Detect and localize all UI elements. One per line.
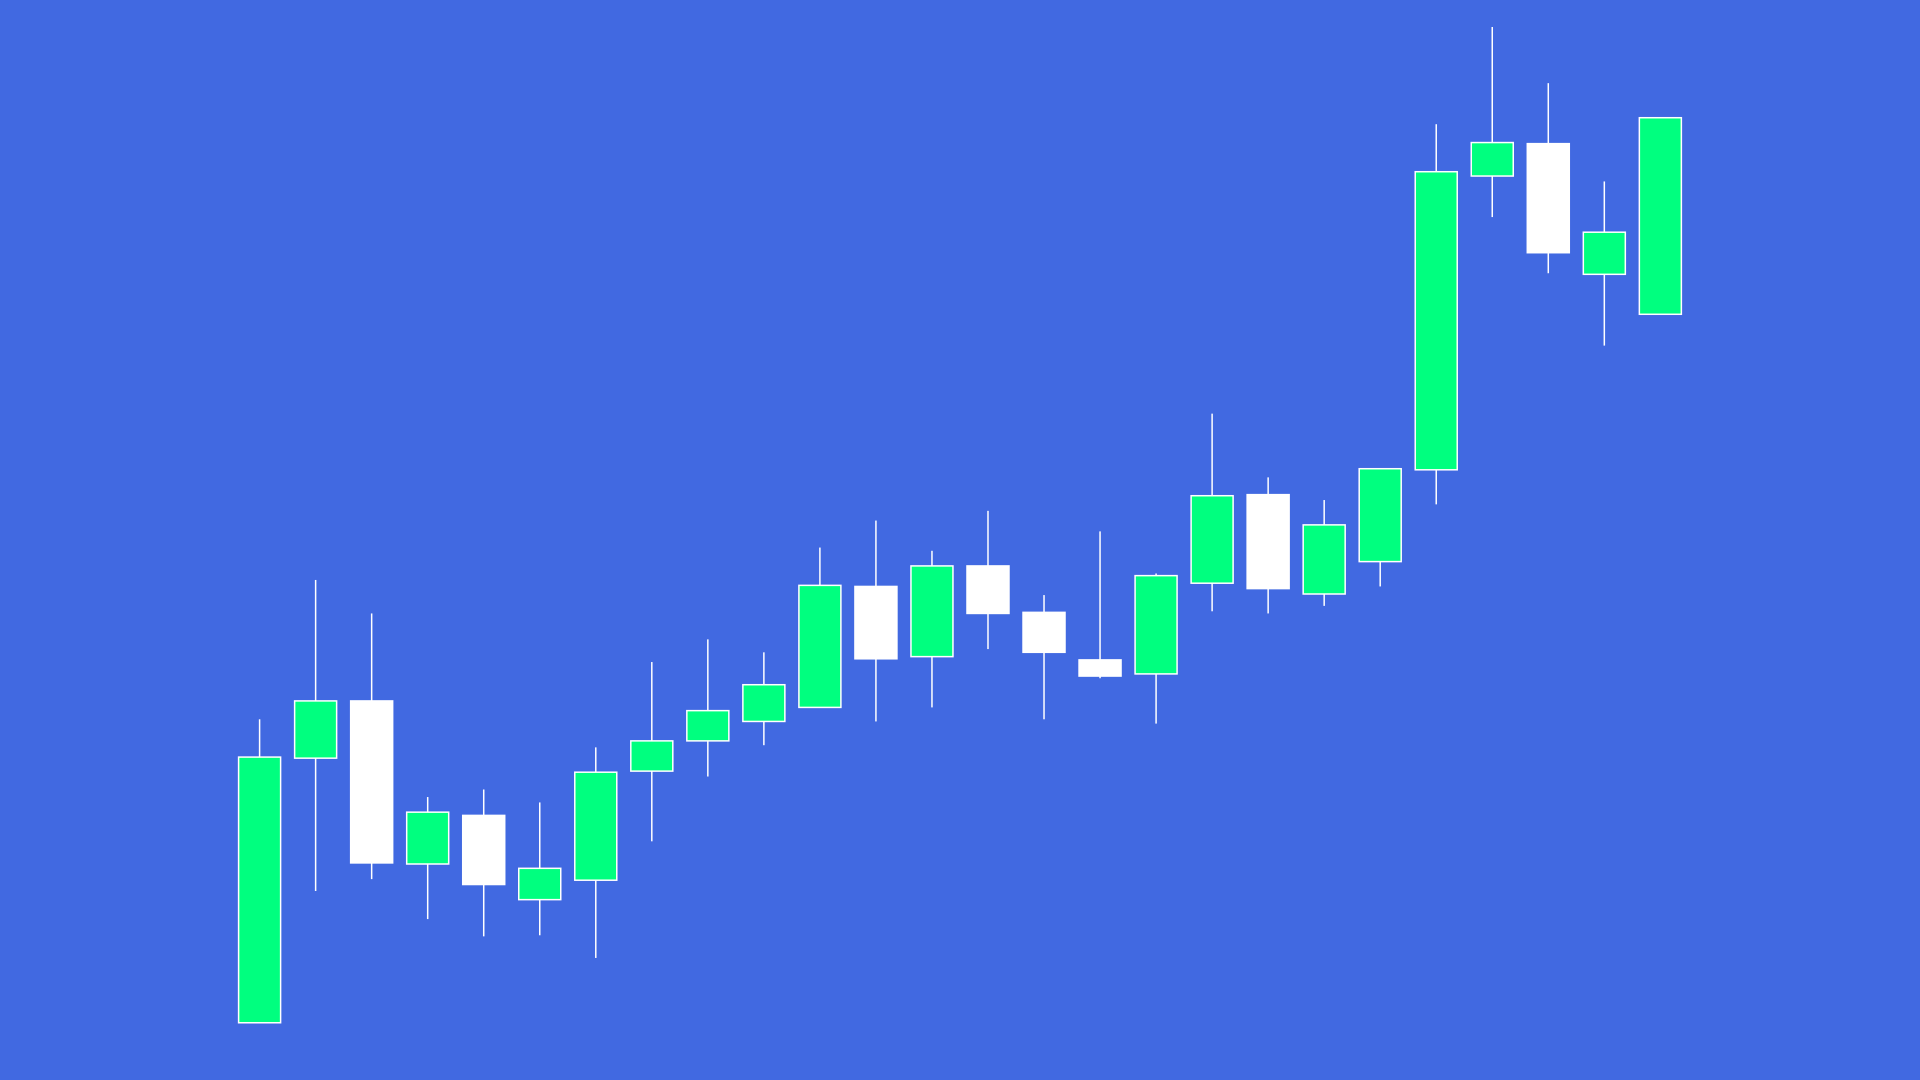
- candle-body: [1358, 467, 1402, 563]
- candle-body: [1302, 524, 1346, 595]
- candle-body: [966, 565, 1010, 615]
- candle-body: [910, 565, 954, 658]
- candle-body: [461, 814, 506, 886]
- candle-body: [405, 811, 450, 865]
- candle-body: [1190, 494, 1234, 584]
- candle-body: [293, 700, 338, 759]
- candle-body: [854, 585, 898, 660]
- candle-body: [686, 709, 730, 742]
- candle-body: [574, 771, 618, 881]
- candle-body: [1638, 116, 1683, 316]
- candle-body: [1246, 493, 1290, 590]
- candle-body: [1470, 141, 1515, 177]
- candle-body: [1526, 142, 1571, 254]
- candle-body: [349, 700, 394, 864]
- candle-body: [1134, 574, 1178, 675]
- candle-body: [1414, 170, 1458, 471]
- candle-body: [237, 756, 282, 1024]
- candle-body: [630, 740, 674, 772]
- candle-body: [1022, 611, 1066, 654]
- candle-body: [518, 867, 562, 901]
- candle-body: [1078, 659, 1122, 677]
- candle-body: [798, 584, 842, 709]
- candle-body: [1582, 231, 1627, 276]
- candle-body: [742, 683, 786, 723]
